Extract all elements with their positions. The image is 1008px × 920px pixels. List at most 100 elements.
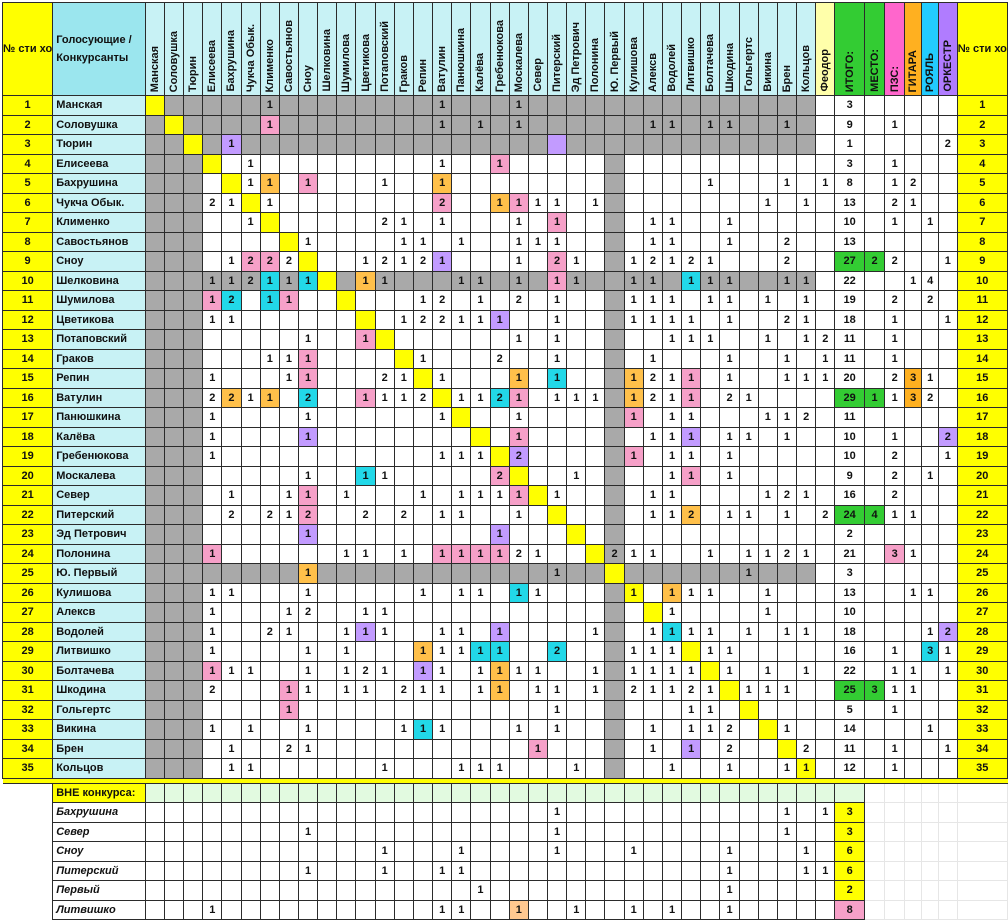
vote-cell bbox=[566, 641, 587, 662]
outside-vote-cell: 1 bbox=[451, 841, 472, 862]
vote-cell: 2 bbox=[796, 407, 817, 428]
table-row: 13 Потаповский 1 1 1 1 1 1 1 1 1 2 11 1 13 bbox=[1, 329, 1008, 350]
vote-cell: 1 bbox=[661, 485, 683, 506]
vote-cell bbox=[604, 582, 625, 603]
row-number: 8 bbox=[1, 231, 54, 252]
mesto-cell bbox=[863, 465, 886, 486]
vote-cell bbox=[432, 270, 453, 291]
vote-cell: 1 bbox=[489, 621, 510, 642]
outside-empty bbox=[863, 782, 886, 803]
vote-cell bbox=[317, 290, 338, 311]
vote-cell bbox=[297, 192, 319, 213]
vote-cell: 1 bbox=[297, 368, 319, 389]
contestant-column-label: Питерский bbox=[551, 33, 564, 92]
vote-cell bbox=[144, 504, 165, 525]
orkestr-cell bbox=[938, 602, 958, 623]
royal-cell bbox=[921, 95, 940, 116]
vote-cell bbox=[278, 446, 299, 467]
mesto-cell bbox=[863, 114, 886, 135]
vote-cell bbox=[451, 173, 472, 194]
vote-cell bbox=[776, 602, 798, 623]
vote-cell bbox=[623, 524, 644, 545]
royal-cell bbox=[921, 251, 940, 272]
outside-vote-cell bbox=[757, 821, 778, 842]
vote-cell bbox=[278, 465, 299, 486]
row-number: 5 bbox=[1, 173, 54, 194]
vote-cell bbox=[604, 641, 625, 662]
table-row: 34 Брен 1 2 1 1 1 1 2 2 11 1 1 34 bbox=[1, 738, 1008, 759]
vote-cell bbox=[451, 407, 472, 428]
outside-vote-cell: 1 bbox=[547, 841, 568, 862]
vote-cell: 2 bbox=[719, 738, 740, 759]
outside-vote-cell bbox=[278, 841, 299, 862]
row-name: Калёва bbox=[52, 426, 146, 447]
vote-cell: 1 bbox=[393, 212, 414, 233]
vote-cell bbox=[183, 485, 204, 506]
vote-cell bbox=[489, 290, 510, 311]
vote-cell bbox=[336, 426, 357, 447]
vote-cell: 1 bbox=[374, 621, 395, 642]
vote-cell bbox=[336, 504, 357, 525]
royal-cell bbox=[921, 543, 940, 564]
vote-cell: 1 bbox=[738, 680, 759, 701]
vote-cell: 2 bbox=[547, 251, 568, 272]
itogo-cell: 18 bbox=[834, 309, 865, 330]
vote-cell: 1 bbox=[259, 387, 280, 408]
vote-cell: 2 bbox=[681, 251, 702, 272]
header-row: № сти хо Голосующие / Конкурсанты Манская С… bbox=[1, 2, 1008, 96]
vote-cell bbox=[719, 407, 740, 428]
pzs-cell bbox=[884, 621, 906, 642]
vote-cell bbox=[815, 387, 836, 408]
vote-cell bbox=[355, 192, 376, 213]
outside-vote-cell: 1 bbox=[776, 802, 798, 823]
vote-cell bbox=[163, 270, 185, 291]
vote-cell: 1 bbox=[393, 543, 414, 564]
vote-cell bbox=[796, 504, 817, 525]
vote-cell bbox=[317, 504, 338, 525]
vote-cell bbox=[719, 621, 740, 642]
vote-cell bbox=[585, 465, 606, 486]
vote-cell bbox=[527, 524, 549, 545]
vote-cell bbox=[144, 621, 165, 642]
outside-vote-cell bbox=[681, 860, 702, 881]
vote-cell: 1 bbox=[259, 173, 280, 194]
vote-cell bbox=[259, 134, 280, 155]
gitara-header-label: ГИТАРА bbox=[907, 49, 920, 92]
outside-header-cell bbox=[719, 782, 740, 803]
outside-vote-cell bbox=[240, 821, 261, 842]
vote-cell bbox=[336, 329, 357, 350]
itogo-cell: 16 bbox=[834, 485, 865, 506]
vote-cell bbox=[163, 485, 185, 506]
outside-vote-cell bbox=[585, 802, 606, 823]
vote-cell bbox=[604, 173, 625, 194]
outside-vote-cell bbox=[566, 880, 587, 901]
vote-cell bbox=[221, 329, 242, 350]
mesto-cell bbox=[863, 719, 886, 740]
row-number-right: 8 bbox=[956, 231, 1008, 252]
contestant-column-header: Тюрин bbox=[183, 2, 204, 96]
vote-cell: 2 bbox=[776, 309, 798, 330]
vote-cell bbox=[374, 446, 395, 467]
vote-cell: 1 bbox=[432, 114, 453, 135]
itogo-cell: 1 bbox=[834, 134, 865, 155]
royal-cell bbox=[921, 231, 940, 252]
vote-cell bbox=[585, 602, 606, 623]
row-name: Елисеева bbox=[52, 153, 146, 174]
royal-cell: 1 bbox=[921, 465, 940, 486]
vote-cell: 1 bbox=[432, 368, 453, 389]
outside-vote-cell bbox=[700, 821, 721, 842]
vote-cell bbox=[240, 543, 261, 564]
table-row: 24 Полонина 1 1 1 1 1 1 1 1 2 1 2 1 1 1 1 1 2 1 21 3 1 24 bbox=[1, 543, 1008, 564]
orkestr-cell: 1 bbox=[938, 660, 958, 681]
vote-cell bbox=[393, 738, 414, 759]
itogo-header-label: ИТОГО: bbox=[843, 50, 856, 92]
orkestr-cell bbox=[938, 758, 958, 779]
vote-cell bbox=[470, 407, 491, 428]
gitara-cell bbox=[904, 621, 923, 642]
vote-cell: 1 bbox=[259, 348, 280, 369]
contestant-column-label: Гребенюкова bbox=[493, 19, 506, 92]
vote-cell: 1 bbox=[700, 270, 721, 291]
vote-cell bbox=[776, 329, 798, 350]
outside-vote-cell bbox=[259, 880, 280, 901]
mesto-cell bbox=[863, 368, 886, 389]
